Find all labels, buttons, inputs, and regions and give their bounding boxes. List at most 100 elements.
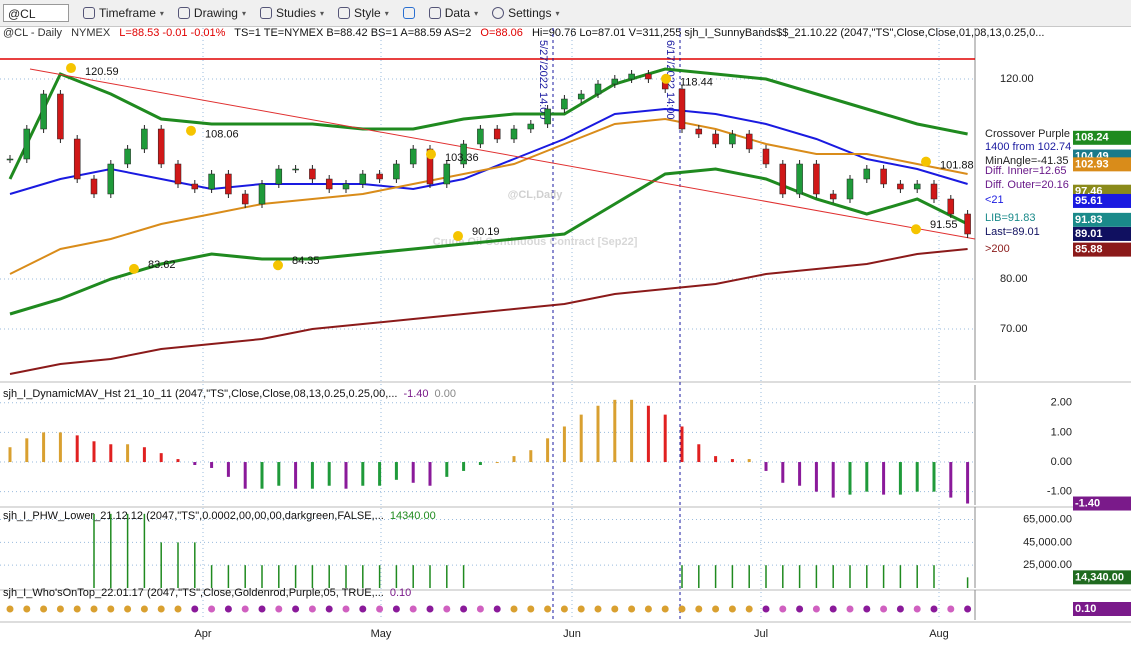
histogram-bar [260,462,264,489]
candle [376,173,383,180]
pivot-dot [186,125,196,136]
header-quote: TS=1 TE=NYMEX B=88.42 BS=1 A=88.59 AS=2 [234,27,471,39]
state-dot [964,605,972,613]
candle [342,183,350,190]
x-tick-label: Apr [194,628,211,640]
candle [611,78,619,85]
state-dot [292,605,300,613]
pivot-dot [453,231,463,242]
candle [796,163,803,195]
histogram-bar [378,462,382,486]
watermark-subtitle: Crude Oil Continuous Contract [Sep22] [433,236,638,248]
pivot-dot [66,63,76,74]
state-dot [224,605,232,613]
candle [6,158,14,161]
bar [328,565,330,588]
state-dot [560,605,568,613]
toolbar-button[interactable]: Drawing ▾ [177,6,246,20]
candle [292,168,299,171]
candle [124,148,131,165]
histogram-bar [596,405,600,463]
state-dot [325,605,333,613]
toolbar-button[interactable]: Data ▾ [428,6,478,20]
histogram-bar [8,447,12,463]
state-dot [23,605,31,613]
overlay-note: Last=89.01 [985,226,1040,238]
candle [745,133,753,150]
state-dot [661,605,669,613]
state-dot [107,605,115,613]
histogram-bar [949,462,953,498]
y-tick-label: 120.00 [1000,73,1034,85]
state-dot [947,605,955,613]
bar [294,565,297,588]
pivot-label: 84.35 [292,255,320,267]
histogram-bar [798,462,802,486]
button-label: Settings [508,6,552,20]
bar [782,565,784,588]
pane-value: 0.00 [435,388,456,400]
candle [107,163,115,195]
candle [157,128,165,165]
state-dot [409,605,417,613]
state-dot [157,605,165,613]
bar [227,565,230,588]
histogram-bar [75,435,79,463]
bar [93,513,95,588]
bar [446,565,448,588]
histogram-bar [445,462,449,477]
candle [645,73,652,80]
price-box-label: 95.61 [1075,195,1103,207]
state-dot [342,605,350,613]
histogram-bar [25,438,29,463]
histogram-bar [58,432,62,463]
state-dot [611,605,619,613]
candle [813,163,820,195]
header-exchange: NYMEX [71,27,111,39]
candle [426,148,434,185]
candle [443,163,451,185]
histogram-bar [915,462,919,492]
histogram-bar [764,462,768,471]
candle [544,108,551,125]
overlay-note: Diff. Outer=20.16 [985,179,1069,191]
histogram-bar [613,399,617,463]
histogram-bar [495,462,499,464]
header-open: O=88.06 [480,27,523,39]
symbol-input[interactable]: @CL [3,4,69,22]
pivot-dot [661,73,671,84]
candle [829,193,837,200]
state-dot [728,605,736,613]
histogram-bar [411,462,415,483]
candle [561,98,568,110]
price-box-label: 102.93 [1075,158,1109,170]
x-tick-label: Jun [563,628,581,640]
state-dot [241,605,249,613]
candle [90,178,98,195]
histogram-bar [478,462,482,465]
bar [681,565,683,588]
toolbar: @CL Timeframe ▾ Drawing ▾ Studies ▾ Style ▾ … [0,0,1131,27]
histogram-bar [646,405,650,463]
pivot-label: 103.36 [445,152,479,164]
candle [275,168,283,185]
price-box [1073,226,1131,241]
candle [258,183,266,205]
bar [210,565,213,588]
bar [194,542,196,588]
overlay-note: Crossover Purple [985,128,1070,140]
histogram-bar [394,462,398,480]
candle [779,163,787,195]
toolbar-button[interactable]: Settings ▾ [492,6,559,20]
toolbar-button[interactable] [402,7,415,19]
pane-title-text: sjh_I_Who'sOnTop_22.01.17 (2047,"TS",Clo… [3,587,384,599]
toolbar-button[interactable]: Timeframe ▾ [83,6,164,20]
candle [493,128,501,140]
state-dot [73,605,81,613]
price-box [1073,130,1131,145]
histogram-bar [630,399,634,463]
toolbar-button[interactable]: Studies ▾ [259,6,324,20]
toolbar-button[interactable]: Style ▾ [338,6,389,20]
state-dot [695,605,703,613]
